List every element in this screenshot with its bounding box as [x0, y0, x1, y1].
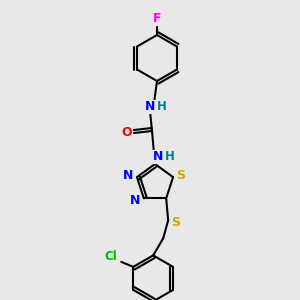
- Text: H: H: [165, 151, 175, 164]
- Text: Cl: Cl: [105, 250, 118, 263]
- Text: S: S: [171, 216, 180, 229]
- Text: N: N: [145, 100, 155, 113]
- Text: S: S: [177, 169, 186, 182]
- Text: N: N: [130, 194, 140, 207]
- Text: H: H: [157, 100, 167, 113]
- Text: O: O: [122, 127, 132, 140]
- Text: N: N: [153, 151, 163, 164]
- Text: F: F: [153, 13, 161, 26]
- Text: N: N: [123, 169, 133, 182]
